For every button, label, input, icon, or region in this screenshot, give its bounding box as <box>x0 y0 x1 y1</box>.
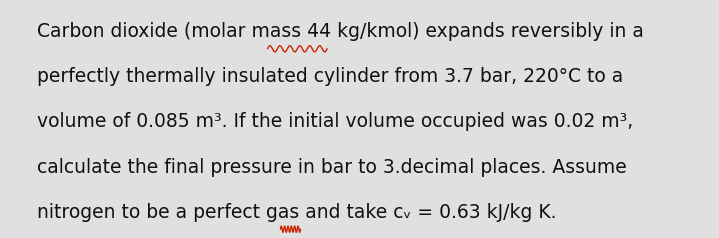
Text: Carbon dioxide (molar mass 44 kg/kmol) expands reversibly in a: Carbon dioxide (molar mass 44 kg/kmol) e… <box>37 22 644 41</box>
Text: volume of 0.085 m³. If the initial volume occupied was 0.02 m³,: volume of 0.085 m³. If the initial volum… <box>37 112 633 131</box>
Text: calculate the final pressure in bar to 3.decimal places. Assume: calculate the final pressure in bar to 3… <box>37 158 627 177</box>
Text: perfectly thermally insulated cylinder from 3.7 bar, 220°C to a: perfectly thermally insulated cylinder f… <box>37 67 623 86</box>
Text: nitrogen to be a perfect gas and take cᵥ = 0.63 kJ/kg K.: nitrogen to be a perfect gas and take cᵥ… <box>37 203 557 222</box>
